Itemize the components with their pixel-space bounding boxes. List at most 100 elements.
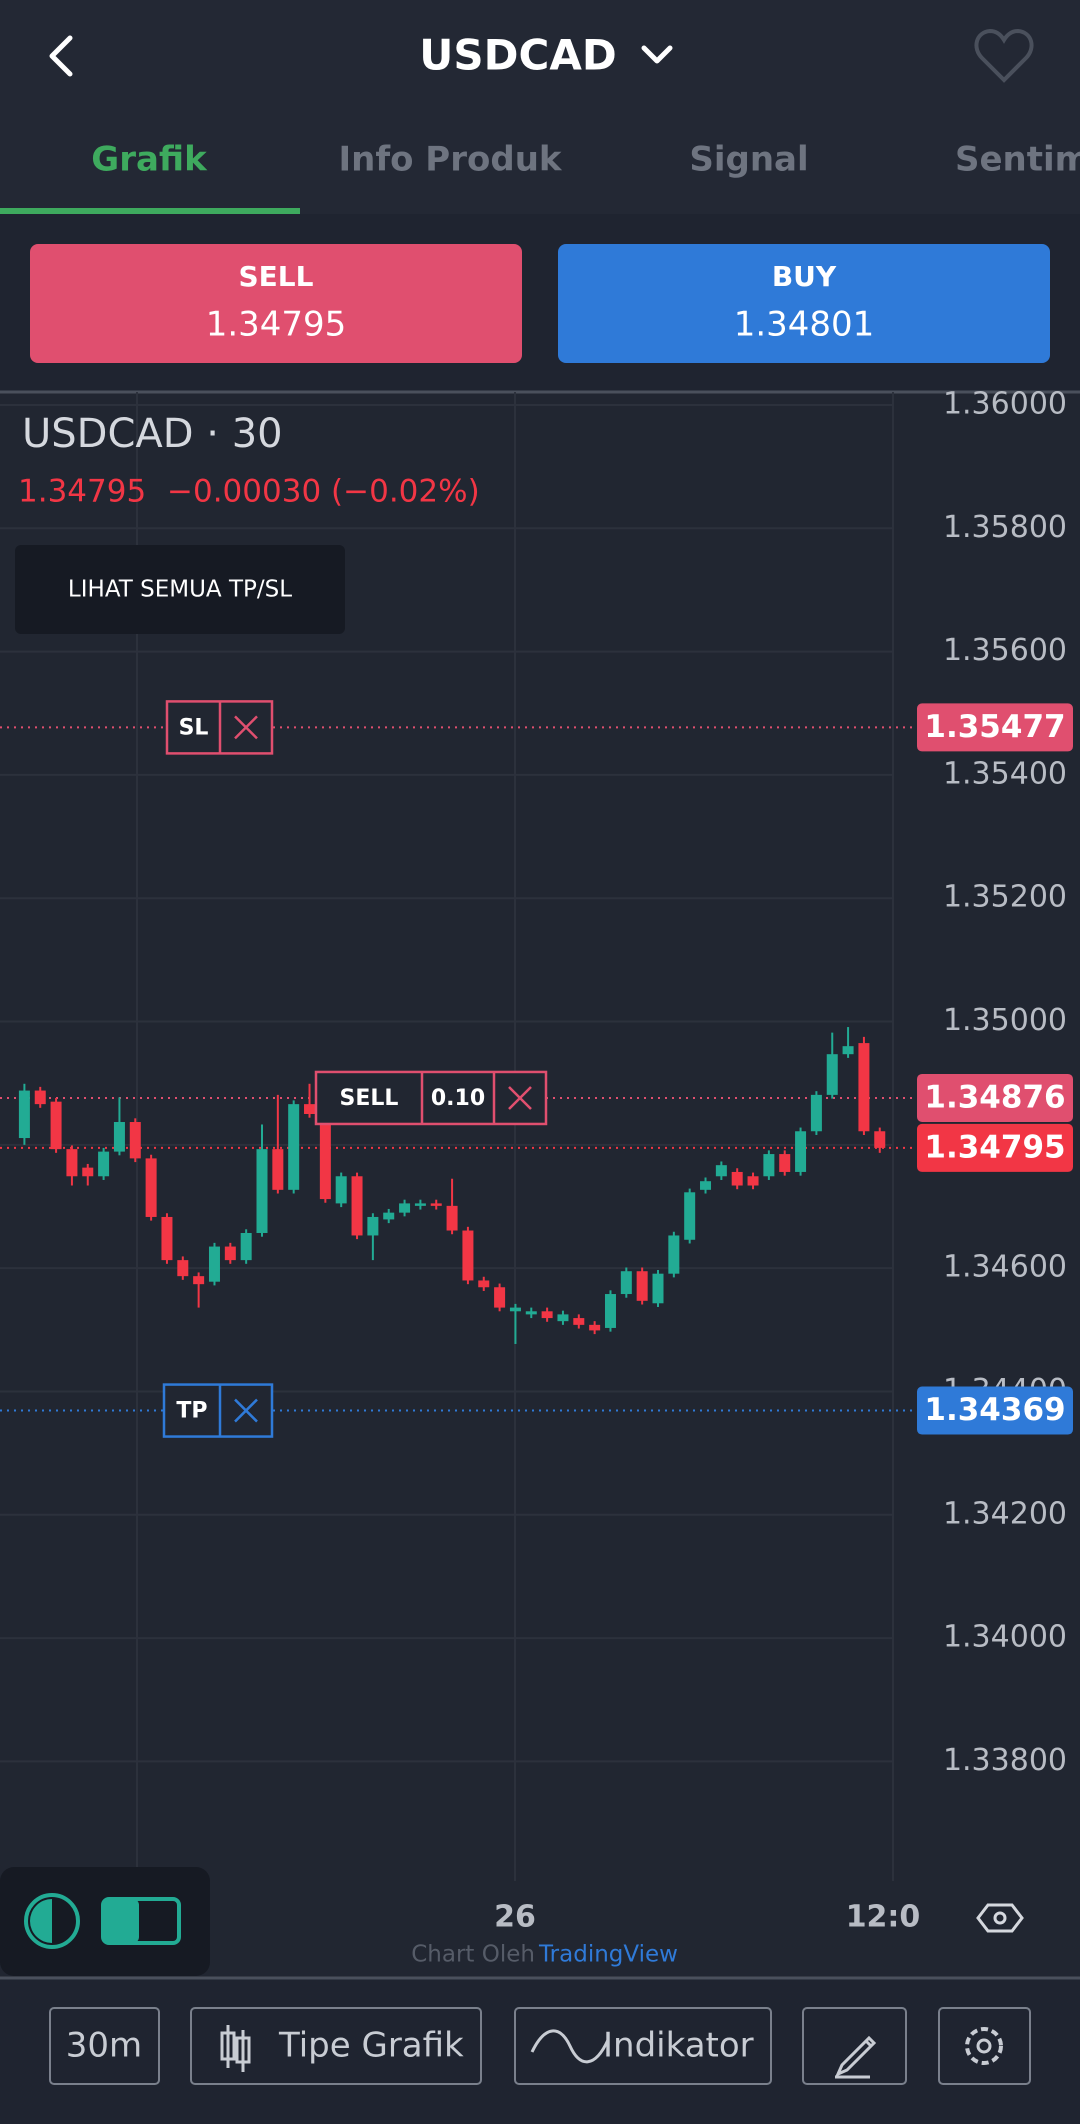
- sell-price: 1.34795: [206, 305, 347, 345]
- order-badge[interactable]: [314, 1070, 548, 1126]
- y-tick-label: 1.33800: [943, 1743, 1067, 1778]
- chart-type-label: Tipe Grafik: [278, 2026, 464, 2066]
- toolbar-bg: [0, 1978, 1080, 2124]
- chart-bg: [0, 392, 1080, 1978]
- candle-body: [177, 1260, 189, 1277]
- y-tick-label: 1.34200: [943, 1496, 1067, 1531]
- candle-body: [446, 1205, 458, 1231]
- y-tick-label: 1.35800: [943, 510, 1067, 545]
- candle-body: [193, 1276, 205, 1285]
- candle-body: [763, 1154, 775, 1177]
- candle-body: [351, 1176, 363, 1236]
- candle-body: [367, 1216, 379, 1236]
- candle-body: [430, 1203, 442, 1206]
- candle-body: [98, 1151, 110, 1177]
- candle-body: [288, 1104, 300, 1190]
- tab[interactable]: Signal: [689, 140, 808, 180]
- candle-body: [66, 1149, 78, 1177]
- order-badge-label: TP: [176, 1399, 207, 1424]
- credit-brand[interactable]: TradingView: [538, 1942, 678, 1968]
- timeframe-button[interactable]: [49, 2007, 160, 2085]
- chart-legend-price: 1.34795: [18, 474, 146, 510]
- candle-body: [525, 1311, 537, 1315]
- candle-body: [652, 1273, 664, 1304]
- symbol-title[interactable]: USDCAD: [419, 31, 616, 80]
- candle-body: [779, 1154, 791, 1172]
- close-icon[interactable]: [234, 715, 258, 740]
- buy-price: 1.34801: [734, 305, 875, 345]
- theme-toggle-half: [30, 1899, 52, 1943]
- price-axis-box: [917, 1386, 1073, 1435]
- candle-body: [810, 1094, 822, 1132]
- candle-body: [700, 1181, 712, 1190]
- candle-body: [509, 1307, 521, 1312]
- back-button[interactable]: [49, 35, 73, 77]
- candle-body: [747, 1176, 759, 1186]
- buy-button[interactable]: [558, 244, 1050, 363]
- credit-prefix: Chart Oleh: [411, 1942, 535, 1968]
- candle-body: [462, 1230, 474, 1281]
- order-badge-label: SL: [179, 715, 209, 740]
- symbol-dropdown[interactable]: [641, 45, 673, 64]
- price-axis-box: [917, 1073, 1073, 1122]
- active-tab-indicator: [0, 208, 300, 214]
- tab[interactable]: Sentim: [955, 140, 1080, 180]
- candle-body: [272, 1149, 284, 1190]
- candle-body: [50, 1101, 62, 1150]
- close-icon[interactable]: [508, 1086, 532, 1110]
- candle-body: [494, 1287, 506, 1308]
- candle-body: [731, 1171, 743, 1186]
- candle-body: [145, 1158, 157, 1217]
- y-tick-label: 1.35200: [943, 880, 1067, 915]
- price-axis-label: 1.34369: [924, 1392, 1065, 1428]
- candle-body: [541, 1311, 553, 1319]
- tab[interactable]: Info Produk: [338, 140, 562, 180]
- theme-toggle[interactable]: [24, 1893, 80, 1949]
- candle-body: [304, 1104, 316, 1114]
- settings-button[interactable]: [938, 2007, 1031, 2085]
- tab[interactable]: Grafik: [91, 140, 208, 180]
- candle-body: [636, 1271, 648, 1301]
- price-axis-label: 1.34876: [924, 1079, 1065, 1115]
- candle-body: [874, 1131, 886, 1148]
- y-tick-label: 1.35000: [943, 1003, 1067, 1038]
- candle-body: [715, 1165, 727, 1177]
- candle-body: [161, 1216, 173, 1261]
- candle-body: [557, 1314, 569, 1322]
- header-bg: [0, 0, 1080, 214]
- order-badge[interactable]: [162, 1383, 274, 1438]
- candle-body: [826, 1054, 838, 1095]
- candle-body: [668, 1235, 680, 1274]
- order-badge-volume: 0.10: [431, 1086, 485, 1111]
- candle-body: [478, 1280, 490, 1288]
- candle-body: [208, 1246, 220, 1282]
- sell-button[interactable]: [30, 244, 522, 363]
- indicator-button[interactable]: [514, 2007, 772, 2085]
- candle-body: [256, 1149, 268, 1233]
- chart-type-button[interactable]: [190, 2007, 482, 2085]
- candle-body: [399, 1203, 411, 1213]
- drawing-icon: [835, 2035, 877, 2079]
- candle-body: [589, 1324, 601, 1331]
- favorite-button[interactable]: [974, 28, 1034, 83]
- candle-body: [795, 1131, 807, 1172]
- candle-body: [82, 1167, 94, 1177]
- overlay: 1.35477 1.34876 1.34795 1.34369 SL SELL 0.10 TP: [162, 700, 1073, 1438]
- candle-body: [18, 1090, 30, 1139]
- candle-body: [319, 1122, 331, 1200]
- candle-body: [842, 1046, 854, 1055]
- settings-icon-center: [976, 2038, 992, 2054]
- y-tick-label: 1.34000: [943, 1620, 1067, 1655]
- chart-settings-icon[interactable]: [976, 1903, 1024, 1933]
- candle-body: [684, 1192, 696, 1240]
- indicator-icon: [530, 2029, 610, 2064]
- candle-body: [240, 1232, 252, 1261]
- candle-body: [858, 1043, 870, 1132]
- tp-sl-button[interactable]: [15, 545, 345, 634]
- price-lines: [0, 726, 917, 1412]
- sell-label: SELL: [239, 260, 314, 293]
- y-tick-label: 1.34600: [943, 1250, 1067, 1285]
- drawing-button[interactable]: [802, 2007, 907, 2085]
- close-icon[interactable]: [234, 1398, 258, 1423]
